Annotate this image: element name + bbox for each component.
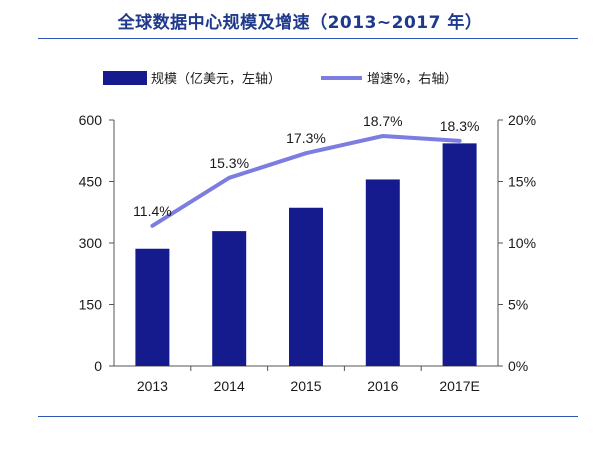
x-tick-label: 2014: [214, 378, 245, 394]
line-point: [382, 135, 384, 137]
line-data-label: 11.4%: [133, 203, 172, 219]
line-point: [151, 225, 153, 227]
line-data-label: 18.7%: [363, 113, 403, 129]
line-point: [459, 140, 461, 142]
chart-title: 全球数据中心规模及增速（2013~2017 年）: [117, 13, 483, 33]
left-tick-label: 600: [79, 112, 103, 128]
line-point: [305, 152, 307, 154]
x-tick-label: 2017E: [439, 378, 479, 394]
line-series: [150, 133, 462, 228]
title-divider: [38, 38, 578, 39]
footer-divider: [38, 416, 578, 417]
bar: [289, 207, 323, 366]
legend: 规模（亿美元，左轴） 增速%，右轴）: [103, 71, 457, 87]
legend-bar-label: 规模（亿美元，左轴）: [151, 72, 281, 87]
left-tick-label: 150: [79, 297, 103, 313]
line-point: [228, 177, 230, 179]
x-tick-label: 2016: [367, 378, 398, 394]
right-tick-label: 5%: [508, 297, 528, 313]
line-data-label: 18.3%: [440, 118, 480, 134]
legend-line-label: 增速%，右轴）: [367, 72, 457, 87]
left-tick-label: 0: [94, 358, 102, 374]
bar: [212, 231, 247, 366]
right-tick-label: 20%: [508, 112, 536, 128]
line-data-label: 15.3%: [209, 155, 249, 171]
x-tick-label: 2013: [137, 378, 168, 394]
axes: 0 150 300 450 600 0% 5% 10% 15% 20% 2013 2014 2015 20…: [79, 112, 536, 394]
bar-series: [135, 143, 477, 366]
bar: [442, 143, 477, 366]
x-tick-label: 2015: [290, 378, 321, 394]
right-tick-label: 10%: [508, 235, 536, 251]
bar: [365, 179, 400, 366]
right-tick-label: 15%: [508, 174, 536, 190]
data-labels: 11.4% 15.3% 17.3% 18.7% 18.3%: [133, 113, 479, 219]
left-tick-label: 300: [79, 235, 103, 251]
line-data-label: 17.3%: [286, 130, 326, 146]
legend-bar-swatch: [103, 71, 147, 85]
left-tick-label: 450: [79, 174, 103, 190]
right-tick-label: 0%: [508, 358, 528, 374]
bar: [135, 248, 170, 366]
